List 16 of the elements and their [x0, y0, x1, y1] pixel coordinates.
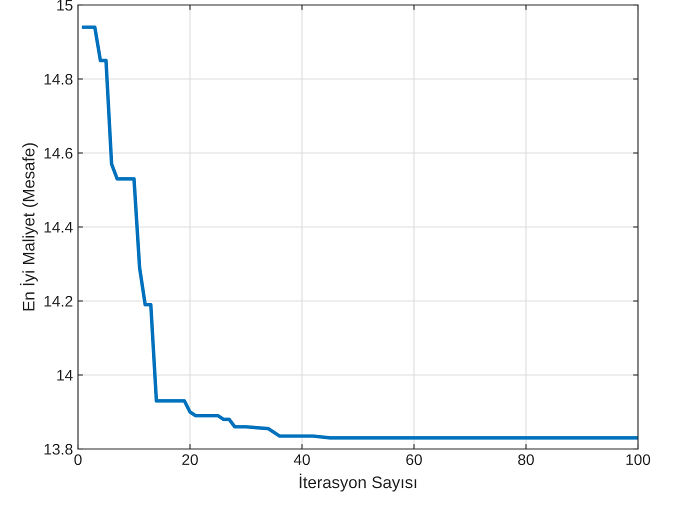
y-tick-label: 14: [57, 370, 73, 381]
y-tick-label: 13.8: [44, 444, 72, 455]
y-tick-label: 14.2: [44, 296, 72, 307]
y-axis-title: En İyi Maliyet (Mesafe): [20, 143, 38, 310]
y-tick-label: 14.6: [44, 148, 72, 159]
y-tick-label: 14.4: [44, 222, 73, 233]
x-tick-label: 0: [74, 454, 82, 466]
x-tick-label: 60: [406, 454, 422, 466]
x-tick-label: 40: [294, 454, 310, 466]
x-tick-label: 20: [182, 454, 198, 466]
x-tick-label: 100: [626, 454, 650, 466]
x-axis-title: İterasyon Sayısı: [300, 474, 416, 492]
x-tick-label: 80: [518, 454, 534, 466]
line-series: [82, 25, 638, 440]
y-tick-label: 14.8: [44, 74, 72, 85]
y-tick-label: 15: [57, 0, 72, 11]
